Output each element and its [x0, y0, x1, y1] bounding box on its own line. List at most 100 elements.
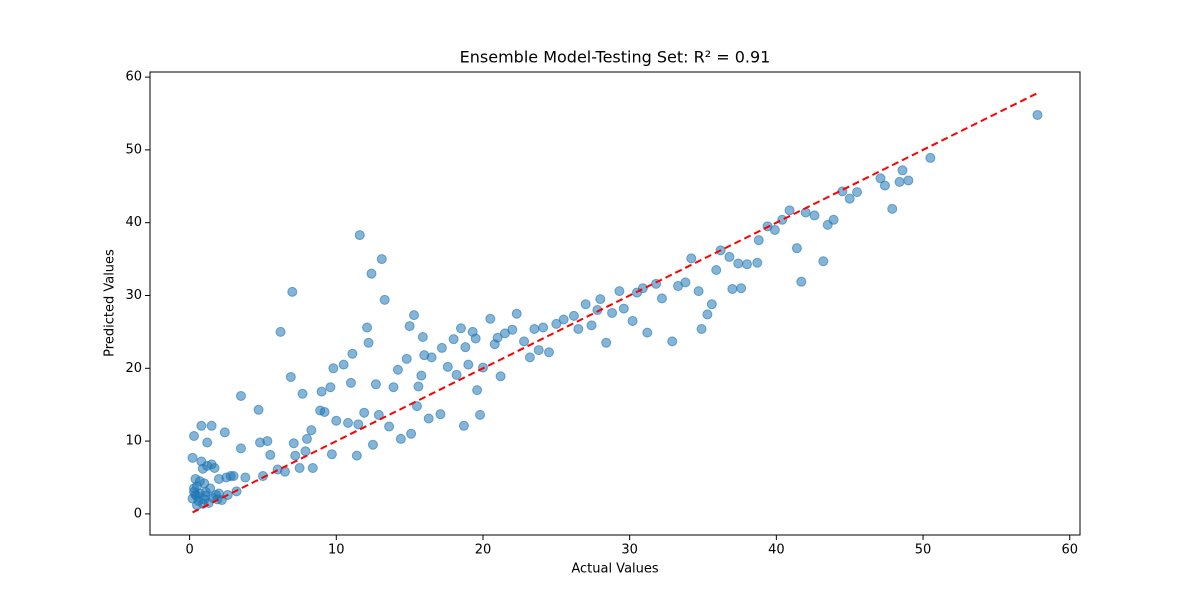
point — [607, 307, 618, 318]
point — [328, 363, 339, 374]
point — [702, 309, 713, 320]
point — [524, 352, 535, 363]
point — [325, 382, 336, 393]
point — [190, 489, 201, 500]
point — [275, 326, 286, 337]
point — [240, 472, 251, 483]
point — [507, 324, 518, 335]
point — [538, 322, 549, 333]
point — [485, 313, 496, 324]
point — [925, 152, 936, 163]
point — [206, 420, 217, 431]
point — [463, 359, 474, 370]
x-tick-label: 0 — [185, 543, 193, 558]
point — [316, 386, 327, 397]
x-tick-label: 60 — [1061, 543, 1078, 558]
point — [370, 379, 381, 390]
point — [595, 294, 606, 305]
point — [202, 437, 213, 448]
point — [363, 337, 374, 348]
point — [753, 235, 764, 246]
point — [903, 175, 914, 186]
point — [568, 310, 579, 321]
point — [852, 187, 863, 198]
point — [455, 323, 466, 334]
y-tick-label: 50 — [125, 142, 142, 157]
y-tick-label: 10 — [125, 434, 142, 449]
point — [724, 251, 735, 262]
point — [580, 299, 591, 310]
x-tick-label: 20 — [475, 543, 492, 558]
point — [618, 303, 629, 314]
point — [300, 446, 311, 457]
point — [354, 230, 365, 241]
point — [680, 277, 691, 288]
point — [287, 286, 298, 297]
point — [319, 406, 330, 417]
point — [451, 369, 462, 380]
point — [828, 214, 839, 225]
point — [379, 294, 390, 305]
point — [667, 336, 678, 347]
point — [879, 180, 890, 191]
point — [285, 372, 296, 383]
point — [511, 308, 522, 319]
point — [265, 449, 276, 460]
point — [1032, 109, 1043, 120]
point — [301, 433, 312, 444]
point — [475, 409, 486, 420]
point — [742, 259, 753, 270]
point — [696, 323, 707, 334]
point — [736, 283, 747, 294]
point — [187, 452, 198, 463]
point — [426, 352, 437, 363]
point — [614, 286, 625, 297]
point — [442, 361, 453, 372]
point — [376, 254, 387, 265]
point — [519, 336, 530, 347]
point — [345, 377, 356, 388]
y-tick-label: 60 — [125, 70, 142, 85]
point — [404, 321, 415, 332]
point — [733, 258, 744, 269]
point — [533, 345, 544, 356]
plot-area — [187, 92, 1043, 514]
point — [343, 417, 354, 428]
point — [347, 348, 358, 359]
point — [727, 283, 738, 294]
point — [686, 253, 697, 264]
point — [306, 425, 317, 436]
point — [796, 276, 807, 287]
point — [875, 173, 886, 184]
point — [818, 256, 829, 267]
point — [642, 327, 653, 338]
point — [392, 364, 403, 375]
point — [529, 323, 540, 334]
chart-title: Ensemble Model-Testing Set: R² = 0.91 — [460, 48, 771, 67]
x-tick-label: 10 — [328, 543, 345, 558]
point — [551, 318, 562, 329]
point — [253, 404, 264, 415]
x-tick-label: 50 — [915, 543, 932, 558]
point — [887, 203, 898, 214]
point — [388, 382, 399, 393]
point — [492, 332, 503, 343]
point — [196, 420, 207, 431]
point — [558, 314, 569, 325]
point — [413, 381, 424, 392]
point — [373, 409, 384, 420]
point — [706, 299, 717, 310]
point — [235, 443, 246, 454]
point — [235, 390, 246, 401]
point — [458, 420, 469, 431]
point — [200, 490, 211, 501]
point — [219, 427, 230, 438]
point — [693, 286, 704, 297]
x-axis-label: Actual Values — [571, 562, 659, 577]
point — [189, 430, 200, 441]
axes-frame — [149, 71, 1081, 536]
y-tick-label: 20 — [125, 361, 142, 376]
point — [205, 483, 216, 494]
point — [586, 320, 597, 331]
point — [470, 333, 481, 344]
